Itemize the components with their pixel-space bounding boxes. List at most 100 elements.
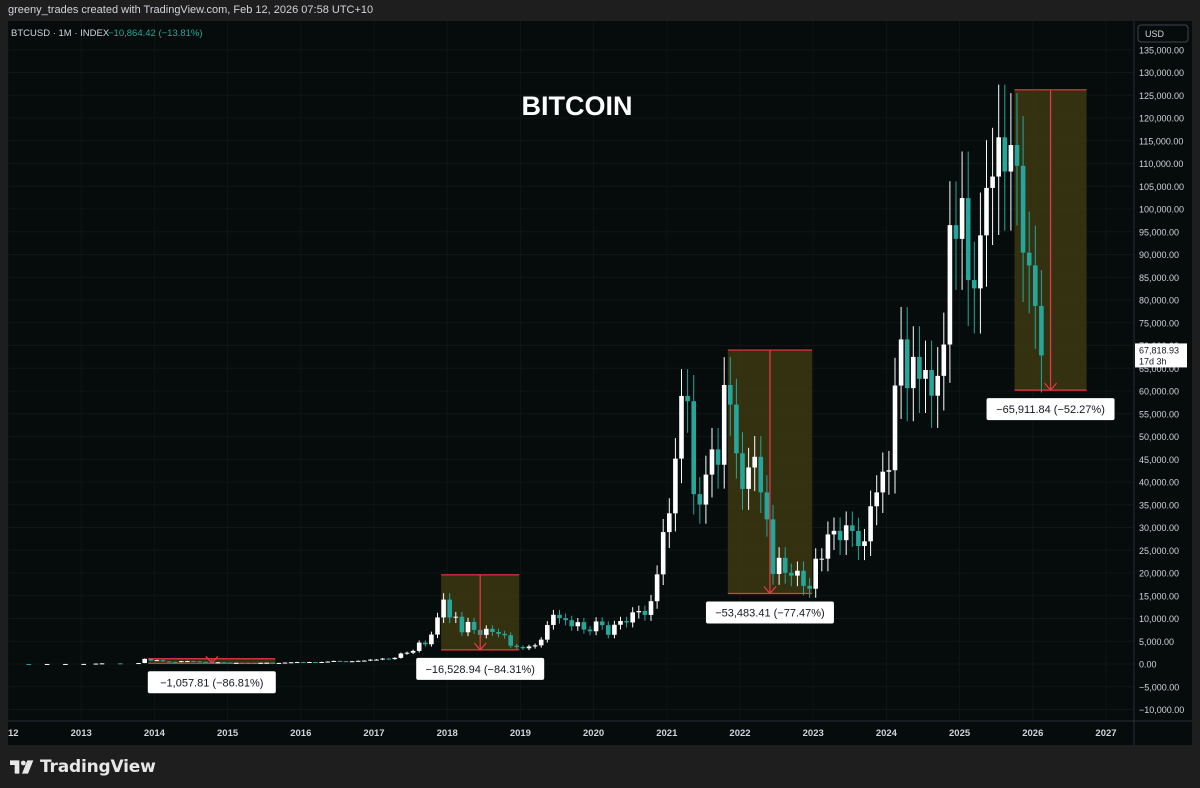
candle-body: [545, 624, 550, 640]
drawdown-label-box[interactable]: [416, 657, 545, 680]
candle-body: [459, 616, 465, 633]
x-tick-label: 2025: [949, 728, 971, 739]
x-tick-label: 2013: [71, 728, 92, 739]
candle-body: [93, 663, 99, 665]
y-tick-label: 5,000.00: [1139, 637, 1174, 647]
candle-body: [825, 534, 831, 559]
symbol-change: −10,864.42 (−13.81%): [108, 28, 203, 39]
candle-body: [435, 617, 440, 635]
candle-body: [691, 401, 696, 495]
candle-body: [99, 663, 105, 665]
candle-body: [490, 628, 495, 632]
candle-body: [160, 660, 166, 662]
candle-body: [319, 661, 324, 663]
candle-body: [496, 631, 501, 634]
candle-body: [923, 369, 928, 379]
drawdown-label: −53,483.41 (−77.47%): [715, 607, 824, 619]
candle-body: [374, 659, 379, 661]
candle-body: [471, 621, 477, 630]
candle-body: [484, 628, 489, 635]
x-tick-label: 2021: [656, 728, 678, 739]
candle-body: [423, 642, 428, 645]
candle-body: [410, 650, 416, 653]
candle-body: [325, 661, 330, 663]
candle-body: [752, 456, 757, 468]
candle-body: [355, 660, 361, 662]
candle-body: [270, 662, 276, 664]
candle-body: [557, 614, 562, 619]
drawdown-label: −16,528.94 (−84.31%): [425, 664, 534, 676]
candle-body: [587, 629, 593, 632]
candle-body: [636, 610, 642, 613]
candle-body: [850, 525, 855, 532]
y-tick-label: 10,000.00: [1139, 614, 1179, 624]
candle-body: [911, 356, 916, 389]
x-tick-label: 2014: [144, 728, 166, 739]
candle-body: [782, 557, 788, 573]
last-price-label: 67,818.93 17d 3h: [1135, 343, 1187, 368]
candle-body: [1033, 265, 1038, 306]
candle-body: [819, 558, 825, 560]
candle-body: [532, 645, 538, 647]
x-tick-label: 2015: [217, 728, 239, 739]
candle-body: [856, 531, 861, 546]
y-tick-label: 40,000.00: [1139, 478, 1179, 488]
candle-body: [1020, 165, 1026, 253]
candle-body: [166, 661, 172, 663]
price-chart[interactable]: −1,057.81 (−86.81%) −16,528.94 (−84.31%) −…: [8, 21, 1192, 745]
drawdown-label-box[interactable]: [147, 671, 276, 694]
candle-body: [679, 395, 684, 459]
last-price-value: 67,818.93: [1139, 345, 1179, 355]
chart-area[interactable]: −1,057.81 (−86.81%) −16,528.94 (−84.31%) −…: [8, 21, 1192, 745]
candle-body: [880, 471, 886, 493]
candle-body: [203, 661, 208, 663]
candle-body: [935, 375, 940, 396]
candle-body: [764, 492, 770, 520]
y-tick-label: 60,000.00: [1139, 387, 1179, 397]
y-tick-label: 90,000.00: [1139, 250, 1179, 260]
candle-body: [947, 225, 953, 345]
candle-body: [886, 470, 892, 472]
drawdown-labels[interactable]: −1,057.81 (−86.81%) −16,528.94 (−84.31%) −…: [147, 398, 1115, 694]
candle-body: [172, 661, 178, 663]
y-tick-label: 30,000.00: [1139, 523, 1179, 533]
candle-body: [581, 622, 587, 630]
candle-body: [715, 449, 721, 465]
y-tick-label: 20,000.00: [1139, 569, 1179, 579]
drawdown-label-box[interactable]: [986, 398, 1115, 421]
candle-body: [569, 620, 574, 627]
drawdown-boxes[interactable]: [148, 89, 1087, 664]
x-tick-label: 2026: [1022, 728, 1043, 739]
x-tick-label: 2023: [803, 728, 824, 739]
x-tick-label: 2017: [363, 728, 384, 739]
drawdown-label: −65,911.84 (−52.27%): [996, 404, 1105, 416]
candle-body: [465, 621, 471, 633]
candle-body: [721, 385, 727, 465]
candles: [26, 84, 1044, 665]
candle-body: [892, 385, 898, 471]
candle-body: [148, 658, 154, 661]
candle-body: [118, 663, 123, 665]
x-tick-label: 2022: [729, 728, 750, 739]
drawdown-arrow-head: [1044, 382, 1058, 392]
candle-body: [215, 662, 221, 664]
candle-body: [362, 660, 367, 662]
y-tick-label: 120,000.00: [1139, 114, 1184, 124]
candle-body: [252, 662, 257, 664]
candle-body: [642, 610, 648, 615]
candle-body: [81, 663, 86, 665]
x-tick-label: 2020: [583, 728, 604, 739]
attribution-text: greeny_trades created with TradingView.c…: [8, 4, 374, 16]
time-scale[interactable]: 2012 2013 2014 2015 2016 2017 2018 2019 2020 2021…: [8, 720, 1192, 739]
candle-body: [386, 658, 391, 660]
price-scale[interactable]: −10,000.00 −5,000.00 0.00 5,000.00 10,000.00…: [1133, 21, 1184, 745]
symbol-legend[interactable]: BTCUSD · 1M · INDEX: [11, 28, 110, 39]
y-tick-label: 125,000.00: [1139, 91, 1184, 101]
currency-button[interactable]: USD: [1137, 24, 1189, 43]
candle-body: [441, 599, 446, 618]
candle-body: [551, 614, 556, 625]
candle-body: [276, 662, 282, 664]
tradingview-logo[interactable]: TradingView: [10, 756, 156, 778]
candle-body: [996, 137, 1001, 177]
drawdown-label-box[interactable]: [705, 601, 834, 624]
